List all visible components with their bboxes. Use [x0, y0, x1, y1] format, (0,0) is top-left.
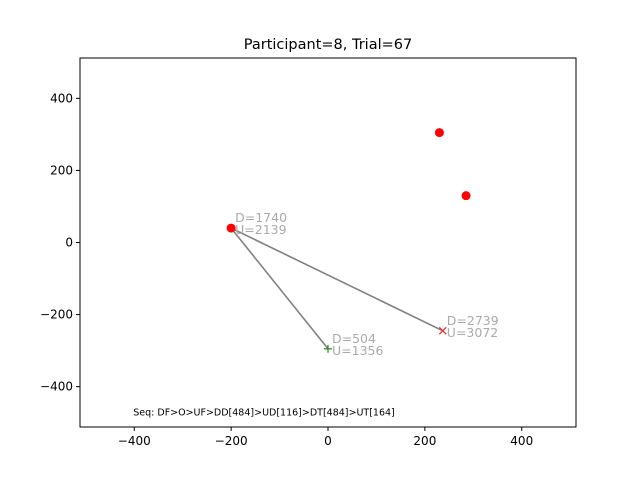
end-marker [438, 326, 447, 335]
y-tick-label: −200 [40, 308, 73, 322]
target-point [434, 128, 444, 138]
sequence-note: Seq: DF>O>UF>DD[484]>UD[116]>DT[484]>UT[… [133, 408, 395, 419]
x-tick-label: −400 [118, 434, 151, 448]
x-tick-label: 200 [413, 434, 436, 448]
plot-frame [79, 57, 577, 428]
target-point [461, 191, 471, 201]
x-tick-label: −200 [215, 434, 248, 448]
point-annotation: U=1356 [332, 343, 383, 358]
y-tick-label: 0 [65, 236, 73, 250]
y-tick-label: −400 [40, 380, 73, 394]
point-annotation: U=3072 [447, 325, 498, 340]
point-annotation: D=1740 [235, 210, 287, 225]
point-annotation: D=2739 [447, 313, 499, 328]
y-tick-label: 400 [50, 91, 73, 105]
axes: −400 −200 0 200 400 −400 −200 0 200 400 [40, 91, 533, 448]
point-annotation: U=2139 [235, 222, 286, 237]
x-tick-label: 400 [510, 434, 533, 448]
y-tick-label: 200 [50, 163, 73, 177]
chart-title: Participant=8, Trial=67 [244, 37, 412, 53]
x-tick-label: 0 [324, 434, 332, 448]
point-annotation: D=504 [332, 331, 376, 346]
target-point [226, 223, 236, 233]
